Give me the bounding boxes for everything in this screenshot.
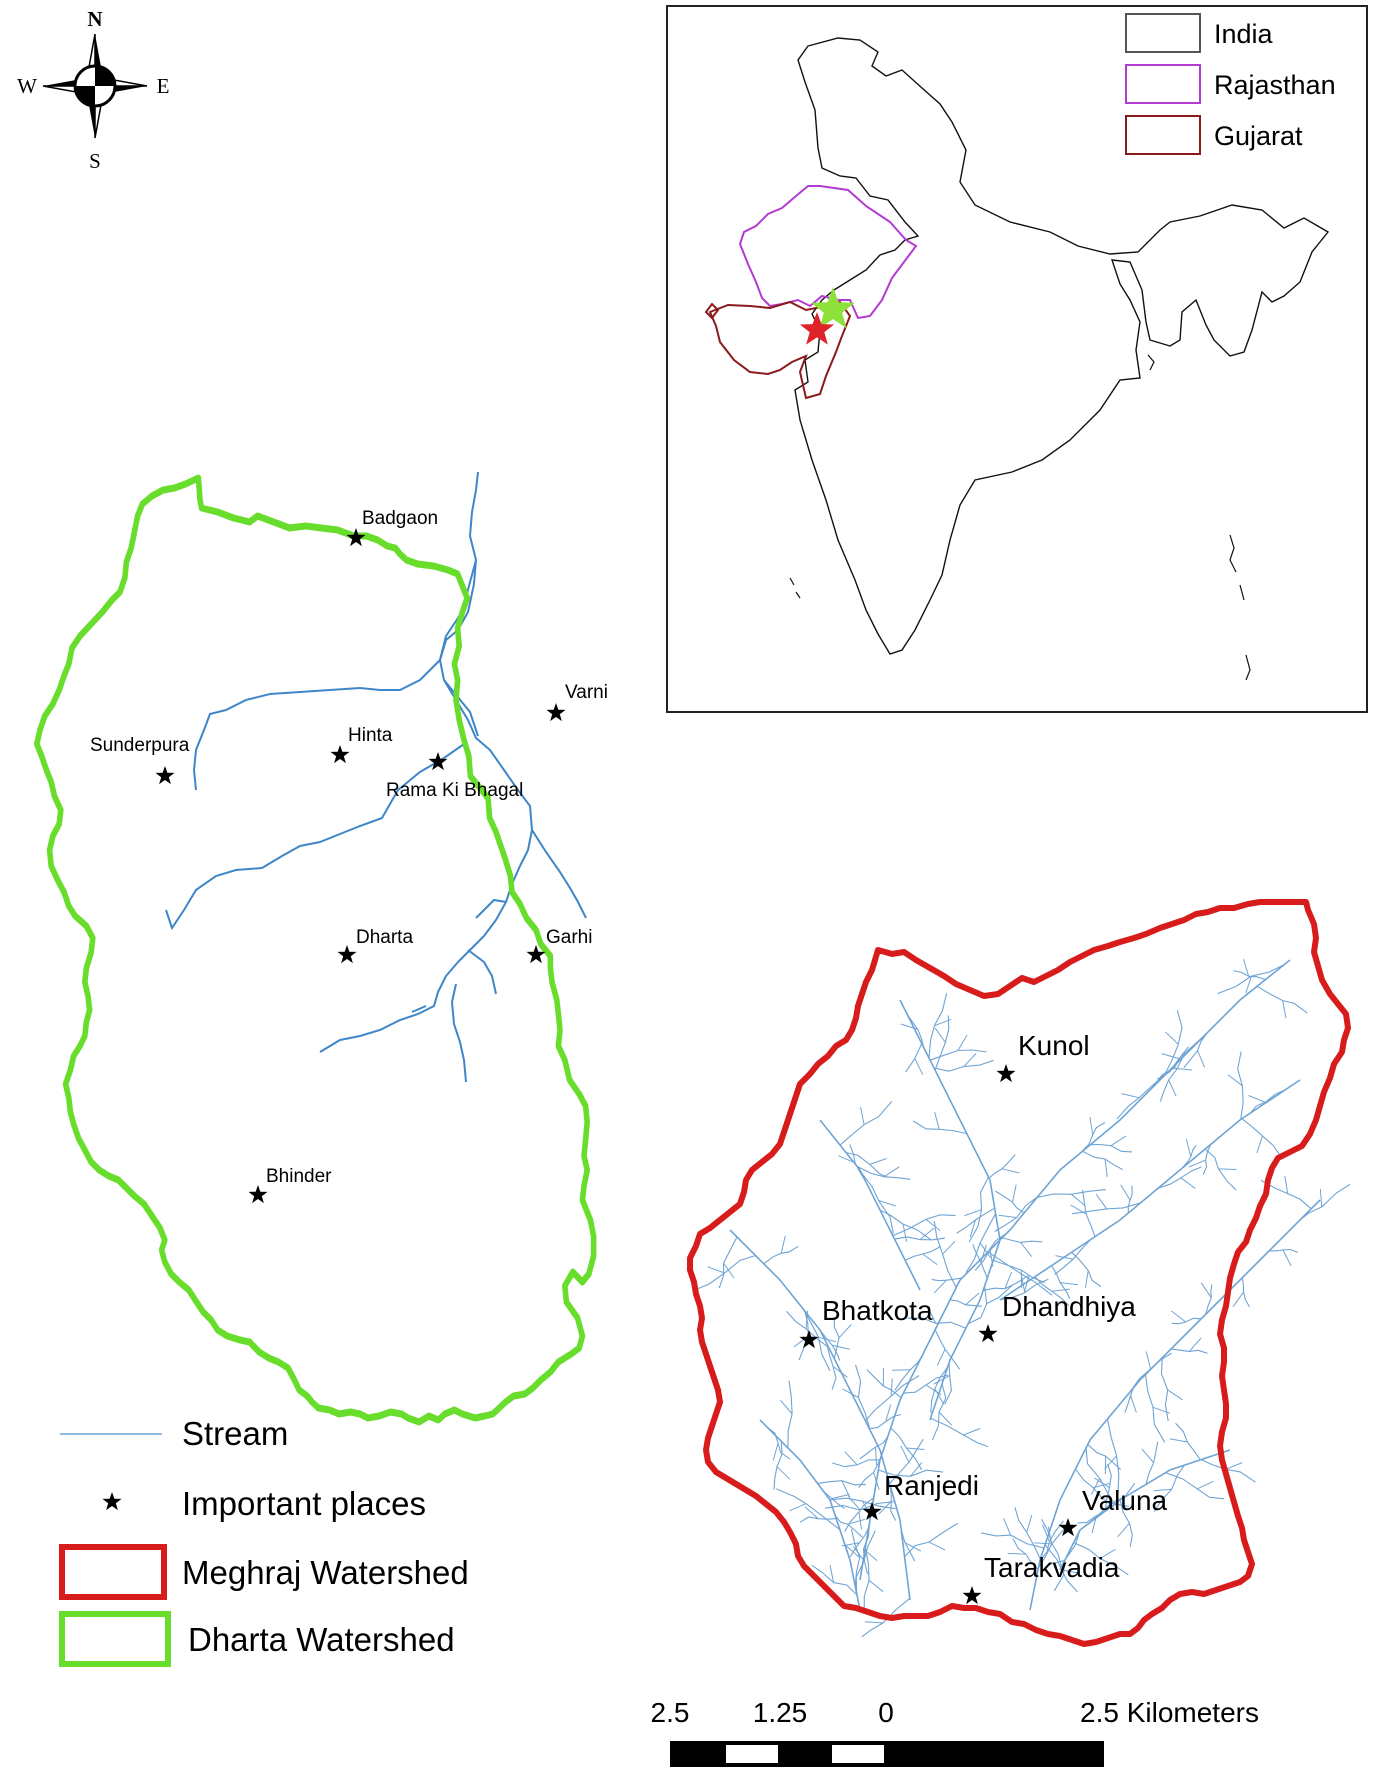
- meghraj-streams: [692, 958, 1351, 1638]
- place-label-garhi: Garhi: [546, 927, 592, 948]
- place-label-kunol: Kunol: [1018, 1030, 1090, 1061]
- inset-star-meghraj: [799, 312, 835, 345]
- legend-dharta-swatch: [59, 1611, 171, 1667]
- scale-tick-2-5-left: 2.5: [651, 1697, 690, 1728]
- place-label-bhatkota: Bhatkota: [822, 1295, 933, 1326]
- dharta-streams: [165, 471, 587, 1083]
- place-label-tarakvadia: Tarakvadia: [984, 1552, 1120, 1583]
- legend-star-icon: [102, 1492, 122, 1511]
- place-label-varni: Varni: [565, 682, 608, 703]
- rajasthan-outline: [738, 185, 918, 320]
- scale-bar: 2.5 1.25 0 2.5 Kilometers: [651, 1697, 1259, 1767]
- place-label-ranjedi: Ranjedi: [884, 1470, 979, 1501]
- place-label-sunderpura: Sunderpura: [90, 735, 190, 756]
- place-label-hinta: Hinta: [348, 725, 393, 746]
- north-arrow-icon: N S E W: [17, 7, 169, 173]
- legend-stream-label: Stream: [182, 1415, 288, 1452]
- inset-legend-gujarat: Gujarat: [1214, 121, 1303, 151]
- meghraj-boundary: [687, 899, 1351, 1647]
- compass-north-label: N: [87, 7, 102, 31]
- compass-east-label: E: [157, 74, 170, 98]
- place-label-dhandhiya: Dhandhiya: [1002, 1291, 1136, 1322]
- inset-map: India Rajasthan Gujarat: [666, 5, 1368, 713]
- legend-meghraj-swatch: [59, 1544, 167, 1600]
- legend-meghraj-label: Meghraj Watershed: [182, 1554, 469, 1591]
- india-outline: [794, 37, 1330, 655]
- scale-tick-2-5-km: 2.5 Kilometers: [1080, 1697, 1259, 1728]
- scale-tick-1-25: 1.25: [753, 1697, 808, 1728]
- place-label-badgaon: Badgaon: [362, 508, 438, 529]
- place-label-bhinder: Bhinder: [266, 1166, 332, 1187]
- meghraj-watershed: Kunol Bhatkota Dhandhiya Ranjedi Valuna …: [687, 899, 1351, 1647]
- inset-legend-india: India: [1214, 19, 1274, 49]
- gujarat-outline: [704, 300, 852, 400]
- inset-legend: India Rajasthan Gujarat: [1125, 13, 1336, 155]
- place-label-valuna: Valuna: [1082, 1485, 1168, 1516]
- dharta-watershed: Badgaon Varni Sunderpura Hinta Rama Ki B…: [34, 471, 608, 1426]
- scale-tick-0: 0: [878, 1697, 894, 1728]
- compass-south-label: S: [89, 149, 101, 173]
- legend-places-label: Important places: [182, 1485, 426, 1522]
- dharta-stars: [155, 528, 566, 1204]
- meghraj-place-labels: Kunol Bhatkota Dhandhiya Ranjedi Valuna …: [822, 1030, 1168, 1583]
- inset-islands: [789, 354, 1251, 681]
- inset-legend-rajasthan: Rajasthan: [1214, 70, 1336, 100]
- place-label-rama-ki-bhagal: Rama Ki Bhagal: [386, 780, 523, 801]
- dharta-place-labels: Badgaon Varni Sunderpura Hinta Rama Ki B…: [90, 508, 608, 1187]
- map-legend: Stream Important places Meghraj Watershe…: [59, 1415, 469, 1667]
- compass-west-label: W: [17, 74, 37, 98]
- inset-star-dharta: [811, 287, 855, 329]
- dharta-boundary: [34, 474, 597, 1426]
- legend-dharta-label: Dharta Watershed: [188, 1621, 455, 1658]
- meghraj-stars: [799, 1064, 1078, 1605]
- place-label-dharta: Dharta: [356, 927, 413, 948]
